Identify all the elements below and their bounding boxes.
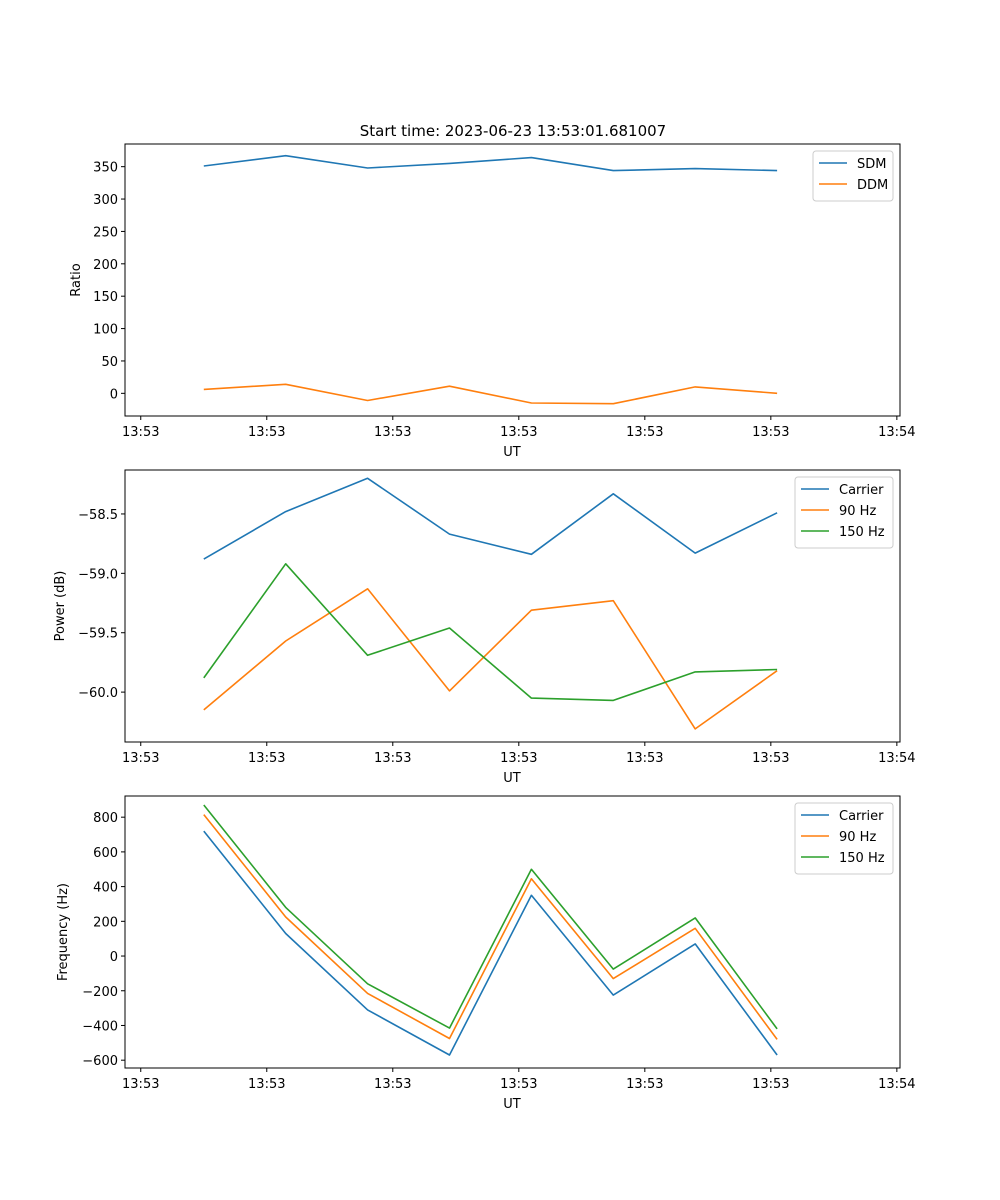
x-tick-label: 13:53 xyxy=(122,1077,159,1092)
x-tick-label: 13:53 xyxy=(122,751,159,766)
x-tick-label: 13:53 xyxy=(374,1077,411,1092)
y-tick-label: 150 xyxy=(93,290,118,305)
y-tick-label: 200 xyxy=(93,258,118,273)
legend-label: DDM xyxy=(857,178,888,193)
legend-label: 90 Hz xyxy=(839,830,876,845)
chart-panel-2: 13:53 13:53 13:53 13:53 13:53 13:53 13:54 −60.0… xyxy=(53,469,916,786)
x-tick-label: 13:53 xyxy=(626,425,663,440)
legend-label: Carrier xyxy=(839,809,884,824)
series-line-150-hz xyxy=(203,804,778,1030)
panels: 13:53 13:53 13:53 13:53 13:53 13:53 13:54 0 50 10… xyxy=(53,143,916,1112)
x-tick-label: 13:53 xyxy=(752,425,789,440)
y-tick-label: 600 xyxy=(93,846,118,861)
y-axis-label: Power (dB) xyxy=(53,571,68,642)
y-tick-label: −59.0 xyxy=(78,567,118,582)
y-tick-label: 100 xyxy=(93,323,118,338)
y-tick-label: 300 xyxy=(93,193,118,208)
x-tick-label: 13:53 xyxy=(626,1077,663,1092)
x-tick-label: 13:53 xyxy=(500,1077,537,1092)
y-tick-label: 400 xyxy=(93,881,118,896)
x-tick-label: 13:53 xyxy=(500,425,537,440)
axes-frame xyxy=(124,469,901,743)
axes-frame xyxy=(124,795,901,1069)
series-line-sdm xyxy=(203,154,778,172)
x-tick-label: 13:53 xyxy=(752,751,789,766)
x-tick-label: 13:53 xyxy=(374,751,411,766)
series-line-carrier xyxy=(203,830,778,1056)
x-tick-label: 13:53 xyxy=(122,425,159,440)
x-tick-label: 13:53 xyxy=(752,1077,789,1092)
chart-panel-3: 13:53 13:53 13:53 13:53 13:53 13:53 13:54 −600 −… xyxy=(56,795,916,1112)
figure-title: Start time: 2023-06-23 13:53:01.681007 xyxy=(360,122,666,140)
legend-label: 150 Hz xyxy=(839,525,885,540)
x-tick-label: 13:53 xyxy=(248,751,285,766)
y-tick-label: 200 xyxy=(93,915,118,930)
legend: SDM DDM xyxy=(812,150,894,202)
x-axis-label: UT xyxy=(503,1097,521,1112)
x-tick-label: 13:53 xyxy=(500,751,537,766)
series-line-carrier xyxy=(203,477,778,560)
legend-label: 90 Hz xyxy=(839,504,876,519)
x-tick-label: 13:53 xyxy=(248,1077,285,1092)
x-axis-label: UT xyxy=(503,771,521,786)
x-tick-label: 13:53 xyxy=(626,751,663,766)
y-tick-label: −400 xyxy=(82,1019,118,1034)
series-line-90-hz xyxy=(203,814,778,1040)
y-tick-label: 350 xyxy=(93,161,118,176)
series-line-150-hz xyxy=(203,562,778,702)
x-tick-label: 13:54 xyxy=(878,1077,915,1092)
y-tick-label: 50 xyxy=(101,355,118,370)
x-tick-label: 13:54 xyxy=(878,425,915,440)
y-tick-label: 800 xyxy=(93,811,118,826)
y-tick-label: −60.0 xyxy=(78,686,118,701)
legend: Carrier 90 Hz 150 Hz xyxy=(794,802,894,875)
y-tick-label: −58.5 xyxy=(78,508,118,523)
x-axis-label: UT xyxy=(503,445,521,460)
chart-panel-1: 13:53 13:53 13:53 13:53 13:53 13:53 13:54 0 50 10… xyxy=(69,143,916,460)
legend-label: 150 Hz xyxy=(839,851,885,866)
y-tick-label: 250 xyxy=(93,225,118,240)
legend-label: SDM xyxy=(857,157,886,172)
y-axis-label: Ratio xyxy=(69,263,84,296)
legend: Carrier 90 Hz 150 Hz xyxy=(794,476,894,549)
y-tick-label: −59.5 xyxy=(78,627,118,642)
y-tick-label: −600 xyxy=(82,1054,118,1069)
series-line-90-hz xyxy=(203,587,778,730)
series-line-ddm xyxy=(203,383,778,405)
x-tick-label: 13:53 xyxy=(374,425,411,440)
y-tick-label: 0 xyxy=(110,387,118,402)
y-axis-label: Frequency (Hz) xyxy=(56,883,71,981)
y-tick-label: −200 xyxy=(82,985,118,1000)
x-tick-label: 13:53 xyxy=(248,425,285,440)
x-tick-label: 13:54 xyxy=(878,751,915,766)
y-tick-label: 0 xyxy=(110,950,118,965)
axes-frame xyxy=(124,143,901,417)
legend-label: Carrier xyxy=(839,483,884,498)
